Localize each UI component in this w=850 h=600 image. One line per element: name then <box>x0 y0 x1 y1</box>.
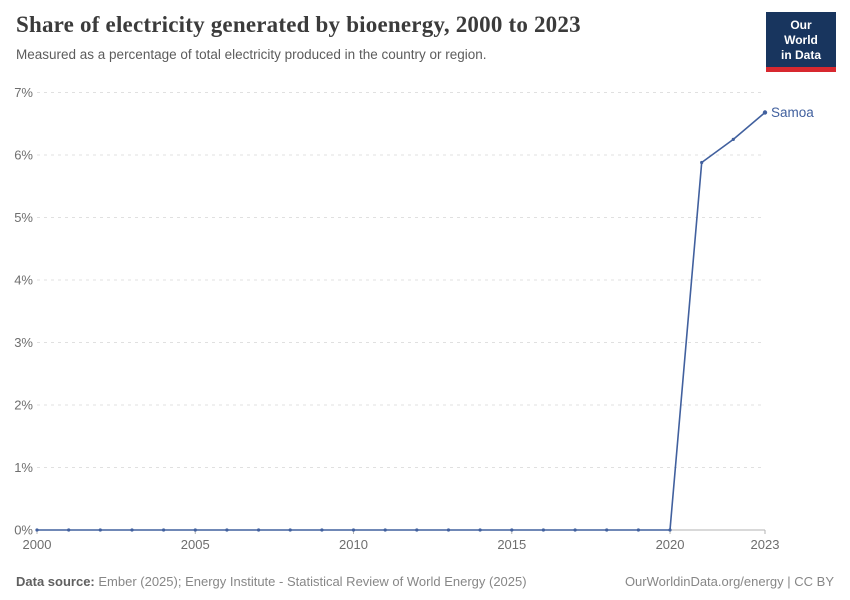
x-axis-tick-label: 2005 <box>181 537 210 552</box>
x-axis-tick-label: 2000 <box>23 537 52 552</box>
data-source-label: Data source: <box>16 574 95 589</box>
data-point-marker[interactable] <box>193 528 197 532</box>
data-source-text: Ember (2025); Energy Institute - Statist… <box>94 574 527 589</box>
data-point-marker[interactable] <box>288 528 292 532</box>
data-point-marker[interactable] <box>415 528 419 532</box>
data-point-marker[interactable] <box>510 528 514 532</box>
x-axis-tick-label: 2023 <box>751 537 780 552</box>
data-source-note: Data source: Ember (2025); Energy Instit… <box>16 574 527 589</box>
data-point-marker[interactable] <box>320 528 324 532</box>
data-point-marker[interactable] <box>257 528 261 532</box>
x-axis-tick-label: 2010 <box>339 537 368 552</box>
chart-title-block: Share of electricity generated by bioene… <box>16 12 581 62</box>
data-point-marker[interactable] <box>762 110 768 115</box>
data-point-marker[interactable] <box>67 528 71 532</box>
chart-header: Share of electricity generated by bioene… <box>16 12 836 72</box>
data-point-marker[interactable] <box>35 528 39 532</box>
data-point-marker[interactable] <box>478 528 482 532</box>
y-axis-tick-label: 1% <box>14 460 33 475</box>
data-point-marker[interactable] <box>541 528 546 532</box>
series-end-label[interactable]: Samoa <box>771 105 814 120</box>
owid-logo-line2: in Data <box>780 48 821 62</box>
chart-subtitle: Measured as a percentage of total electr… <box>16 47 487 62</box>
y-axis-tick-label: 7% <box>14 85 33 100</box>
data-point-marker[interactable] <box>98 528 102 532</box>
owid-footer-link[interactable]: OurWorldinData.org/energy | CC BY <box>624 574 834 589</box>
y-axis-tick-label: 0% <box>14 523 33 538</box>
data-point-marker[interactable] <box>605 528 609 532</box>
owid-logo[interactable]: Our World in Data <box>766 12 836 72</box>
data-point-marker[interactable] <box>731 137 735 141</box>
y-axis-tick-label: 5% <box>14 210 33 225</box>
data-point-marker[interactable] <box>225 528 229 532</box>
data-point-marker[interactable] <box>636 528 641 532</box>
x-axis-tick-label: 2015 <box>497 537 526 552</box>
x-axis-tick-label: 2020 <box>656 537 685 552</box>
owid-logo-line1: Our World <box>784 18 818 47</box>
y-axis-tick-label: 4% <box>14 273 33 288</box>
data-point-marker[interactable] <box>446 528 451 532</box>
data-point-marker[interactable] <box>668 528 672 532</box>
data-point-marker[interactable] <box>383 528 387 532</box>
data-point-marker[interactable] <box>130 528 134 532</box>
y-axis-tick-label: 3% <box>14 335 33 350</box>
chart-title: Share of electricity generated by bioene… <box>16 12 581 37</box>
chart-footer: Data source: Ember (2025); Energy Instit… <box>16 574 834 589</box>
data-point-marker[interactable] <box>700 160 704 165</box>
data-point-marker[interactable] <box>573 528 577 532</box>
data-point-marker[interactable] <box>162 528 166 532</box>
y-axis-tick-label: 6% <box>14 148 33 163</box>
series-line[interactable] <box>36 111 766 531</box>
y-axis-tick-label: 2% <box>14 398 33 413</box>
data-point-marker[interactable] <box>351 528 356 532</box>
